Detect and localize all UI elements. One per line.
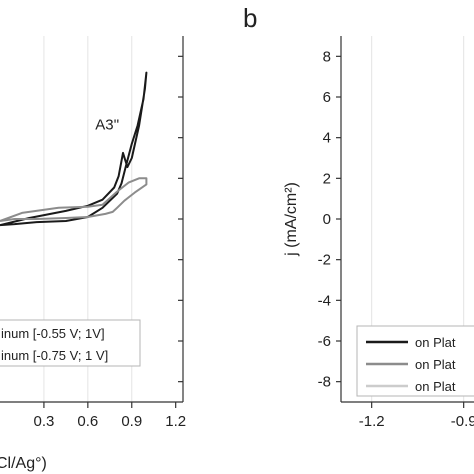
panel-b-y-ticks: 8 6 4 2 0 -2 -4 -6 -8 <box>318 48 341 391</box>
panel-b-y-tick-label: -6 <box>318 333 331 350</box>
panel-b-y-tick-label: -8 <box>318 374 331 391</box>
panel-b-letter: b <box>243 3 257 33</box>
panel-a-series <box>0 71 148 227</box>
annotation-a3: A3'' <box>95 117 119 134</box>
panel-b-y-tick-label: 2 <box>323 170 331 187</box>
panel-a-x-axis-label: Cl/Ag°) <box>0 455 47 472</box>
panel-b-x-tick-label: -0.9 <box>451 413 474 430</box>
panel-b-y-tick-label: 6 <box>323 89 331 106</box>
panel-a-x-tick-label: 0.9 <box>121 413 142 430</box>
panel-a-legend: inum [-0.55 V; 1V] inum [-0.75 V; 1 V] <box>0 319 141 367</box>
legend-entry-b-2: on Plat <box>415 357 456 372</box>
panel-a-series-line-1 <box>0 71 148 227</box>
panel-b-y-tick-label: -4 <box>318 292 331 309</box>
panel-a-series-line-2 <box>0 177 148 222</box>
panel-a-x-tick-label: 0.6 <box>77 413 98 430</box>
legend-entry-a-2: inum [-0.75 V; 1 V] <box>1 348 108 363</box>
panel-b-y-tick-label: 8 <box>323 48 331 65</box>
panel-b-y-axis-label: j (mA/cm²) <box>283 182 300 257</box>
panel-b-y-tick-label: -2 <box>318 252 331 269</box>
legend-entry-b-3: on Plat <box>415 379 456 394</box>
panel-a-x-tick-label: 0.3 <box>33 413 54 430</box>
legend-entry-b-1: on Plat <box>415 335 456 350</box>
panel-b-y-tick-label: 4 <box>323 130 331 147</box>
legend-entry-a-1: inum [-0.55 V; 1V] <box>1 326 105 341</box>
panel-b-x-ticks: -1.2-0.9-0.6 <box>359 402 474 430</box>
panel-b-legend-box <box>356 325 474 397</box>
panel-b-legend: on Plat on Plat on Plat <box>356 325 474 397</box>
panel-a-x-tick-label: 1.2 <box>165 413 186 430</box>
panel-a-x-ticks: 0.3 0.6 0.9 1.2 <box>33 55 186 430</box>
panel-a-legend-box <box>0 319 141 367</box>
panel-a: 0.3 0.6 0.9 1.2 A3'' inum [-0.55 V; 1V] inu… <box>0 36 186 472</box>
panel-b-x-tick-label: -1.2 <box>359 413 385 430</box>
panel-b-y-tick-label: 0 <box>323 211 331 228</box>
